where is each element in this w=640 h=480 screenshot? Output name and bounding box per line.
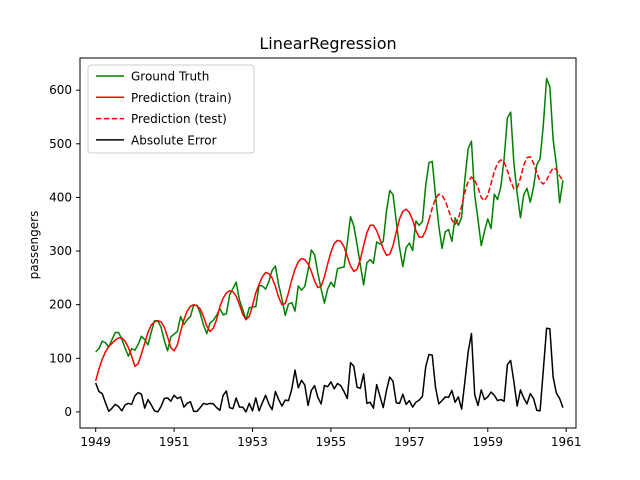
y-tick-label: 600 xyxy=(49,83,72,97)
x-tick-label: 1951 xyxy=(159,435,190,449)
plot-frame xyxy=(79,57,577,429)
legend-label: Absolute Error xyxy=(131,133,217,147)
legend: Ground Truth Prediction (train) Prediction… xyxy=(87,64,255,154)
x-tick-label: 1957 xyxy=(394,435,425,449)
x-tick-label: 1959 xyxy=(473,435,504,449)
series-line-ground-truth xyxy=(95,77,564,357)
legend-label: Ground Truth xyxy=(131,70,209,84)
y-tick-label: 300 xyxy=(49,244,72,258)
y-tick-label: 0 xyxy=(64,405,72,419)
chart-title: LinearRegression xyxy=(259,34,396,53)
series-line-prediction-test xyxy=(428,155,564,225)
x-tick-label: 1955 xyxy=(316,435,347,449)
x-tick-label: 1953 xyxy=(237,435,268,449)
y-tick-label: 200 xyxy=(49,298,72,312)
axes-group: 1949 1951 1953 1955 1957 1959 1961 0 100 200 300 40… xyxy=(49,57,582,449)
y-tick-label: 500 xyxy=(49,137,72,151)
plot-series-group xyxy=(94,77,564,413)
legend-box xyxy=(87,64,255,154)
x-tick-label: 1961 xyxy=(551,435,582,449)
series-line-absolute-error xyxy=(94,327,564,413)
legend-label: Prediction (train) xyxy=(131,91,232,105)
legend-label: Prediction (test) xyxy=(131,112,227,126)
y-tick-label: 100 xyxy=(49,351,72,365)
y-axis-label: passengers xyxy=(27,211,41,280)
x-tick-label: 1949 xyxy=(80,435,111,449)
series-line-prediction-train xyxy=(94,208,430,382)
y-tick-label: 400 xyxy=(49,190,72,204)
